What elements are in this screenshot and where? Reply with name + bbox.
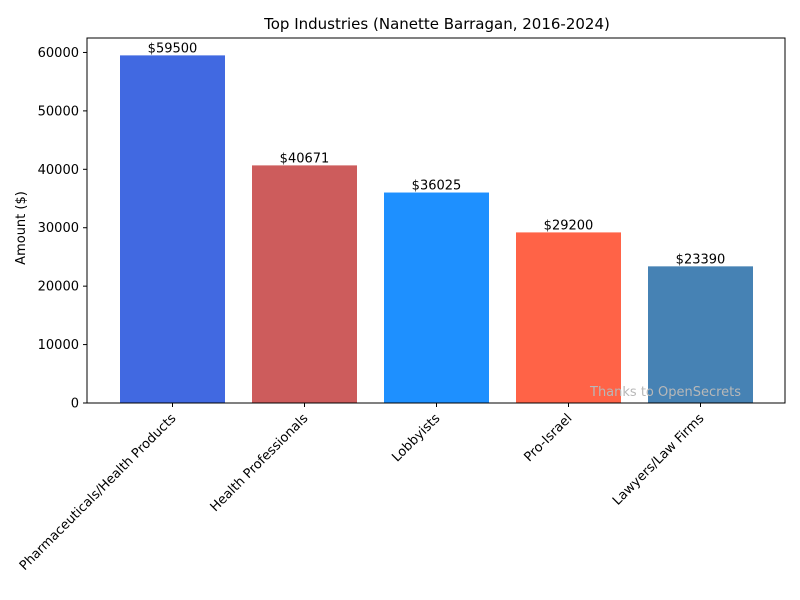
y-tick-label: 0 (71, 397, 79, 412)
data-label: $59500 (148, 41, 198, 56)
x-axis: Pharmaceuticals/Health Products Health Pr… (17, 403, 708, 574)
y-tick-label: 30000 (38, 221, 79, 236)
y-tick-label: 20000 (38, 280, 79, 295)
data-label: $36025 (412, 179, 462, 194)
x-tick-label: Lawyers/Law Firms (610, 411, 708, 509)
y-tick-label: 10000 (38, 338, 79, 353)
chart-title: Top Industries (Nanette Barragan, 2016-2… (263, 15, 610, 33)
y-axis-label: Amount ($) (14, 191, 29, 265)
x-tick-label: Pro-Israel (522, 411, 576, 465)
x-tick-label: Pharmaceuticals/Health Products (17, 411, 180, 574)
data-label: $40671 (280, 151, 330, 166)
data-label: $23390 (676, 252, 726, 267)
bars-group (120, 55, 753, 403)
watermark: Thanks to OpenSecrets (589, 385, 741, 400)
bar (516, 232, 621, 403)
x-tick-label: Health Professionals (208, 411, 312, 515)
bar (648, 266, 753, 403)
y-tick-label: 50000 (38, 104, 79, 119)
bar (120, 55, 225, 403)
x-tick-label: Lobbyists (389, 411, 443, 465)
bar (384, 192, 489, 403)
y-tick-label: 60000 (38, 46, 79, 61)
plot-frame (86, 37, 786, 404)
bar (252, 165, 357, 403)
y-axis: 0 10000 20000 30000 40000 50000 60000 (38, 46, 87, 412)
y-tick-label: 40000 (38, 163, 79, 178)
data-labels-group: $59500 $40671 $36025 $29200 $23390 (148, 41, 726, 267)
data-label: $29200 (544, 218, 594, 233)
